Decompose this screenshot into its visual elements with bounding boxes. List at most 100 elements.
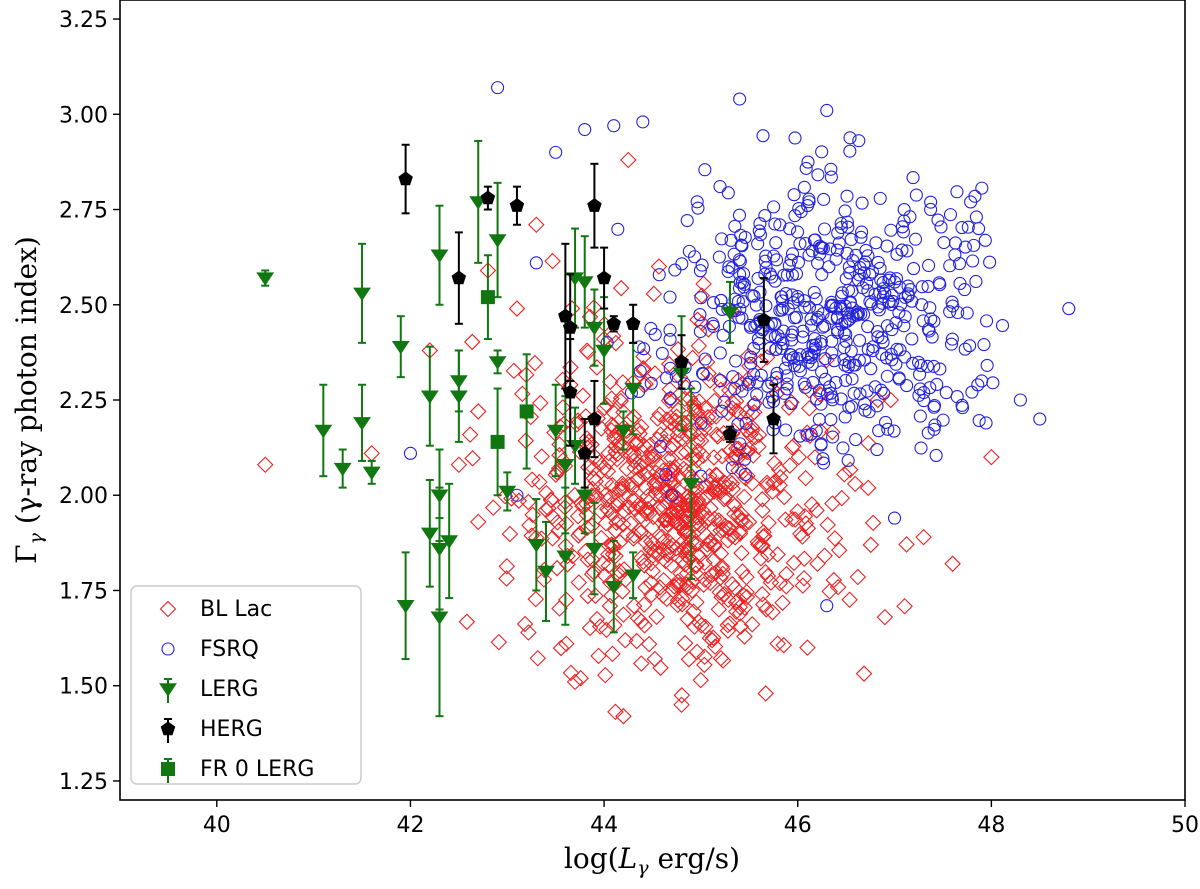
bl-lac-point: [716, 474, 734, 492]
fsrq-point: [759, 261, 773, 275]
fsrq-point: [945, 332, 959, 346]
bl-lac-point: [614, 374, 632, 391]
fsrq-point: [804, 348, 819, 362]
bl-lac-point: [662, 440, 679, 457]
fsrq-point: [901, 279, 915, 293]
fsrq-point: [806, 338, 820, 353]
bl-lac-point: [643, 586, 660, 604]
legend-marker-fr0-lerg: [161, 762, 175, 776]
fsrq-point: [873, 191, 887, 205]
bl-lac-point: [701, 574, 719, 592]
bl-lac-point: [698, 541, 715, 558]
bl-lac-point: [646, 650, 664, 668]
bl-lac-point: [734, 512, 751, 529]
bl-lac-point: [896, 597, 913, 615]
bl-lac-point: [654, 587, 672, 604]
bl-lac-point: [594, 554, 612, 572]
bl-lac-point: [498, 570, 515, 587]
fsrq-point: [814, 438, 828, 452]
bl-lac-point: [629, 610, 647, 627]
legend-label-fr0-lerg: FR 0 LERG: [200, 757, 314, 782]
bl-lac-point: [461, 426, 479, 443]
bl-lac-point: [703, 631, 721, 649]
fsrq-point: [665, 488, 679, 502]
fsrq-point: [901, 289, 915, 303]
herg-point: [480, 190, 496, 205]
fsrq-point: [811, 256, 825, 270]
bl-lac-point: [713, 589, 730, 606]
fsrq-point: [834, 302, 848, 316]
fsrq-point: [793, 348, 807, 362]
bl-lac-point: [696, 656, 713, 674]
bl-lac-point: [615, 606, 632, 623]
bl-lac-point: [601, 597, 619, 615]
fsrq-point: [869, 236, 883, 250]
lerg-point: [585, 542, 604, 557]
fsrq-point: [732, 253, 746, 267]
fsrq-point: [900, 379, 914, 393]
bl-lac-point: [697, 618, 714, 636]
bl-lac-point: [716, 517, 734, 535]
bl-lac-point: [587, 473, 604, 490]
bl-lac-point: [833, 489, 851, 507]
lerg-point: [420, 527, 439, 542]
fsrq-point: [769, 236, 783, 250]
bl-lac-point: [524, 506, 541, 524]
herg-point: [625, 316, 641, 330]
bl-lac-point: [552, 639, 570, 657]
bl-lac-point: [640, 635, 658, 653]
fsrq-point: [832, 236, 846, 250]
fsrq-point: [885, 353, 899, 367]
fsrq-point: [845, 372, 859, 386]
fsrq-point: [713, 374, 728, 388]
bl-lac-point: [490, 633, 508, 651]
bl-lac-point: [715, 521, 732, 538]
bl-lac-point: [836, 465, 853, 483]
fsrq-point: [825, 390, 839, 404]
lerg-point: [575, 276, 594, 290]
bl-lac-point: [659, 515, 676, 533]
fsrq-point: [835, 286, 849, 300]
bl-lac-point: [676, 556, 694, 573]
legend-marker-herg: [160, 721, 176, 736]
bl-lac-point: [777, 578, 795, 595]
fsrq-point: [758, 267, 772, 281]
fsrq-point: [852, 333, 867, 347]
fsrq-point: [659, 371, 674, 385]
bl-lac-point: [784, 510, 801, 528]
bl-lac-point: [646, 365, 664, 382]
fsrq-point: [873, 286, 887, 300]
bl-lac-point: [771, 461, 788, 478]
fsrq-point: [796, 324, 810, 338]
bl-lac-point: [741, 426, 759, 443]
fsrq-point: [843, 131, 857, 145]
lerg-point: [430, 611, 449, 625]
bl-lac-point: [588, 359, 606, 376]
fsrq-point: [837, 353, 851, 367]
fsrq-point: [695, 258, 709, 272]
bl-lac-point: [640, 493, 658, 511]
fsrq-point: [682, 244, 696, 258]
bl-lac-point: [548, 463, 566, 481]
fsrq-point: [971, 378, 985, 392]
fsrq-point: [914, 441, 928, 455]
bl-lac-point: [692, 671, 709, 689]
bl-lac-point: [596, 666, 614, 684]
bl-lac-point: [794, 528, 811, 545]
bl-lac-point: [574, 387, 592, 404]
bl-lac-point: [676, 390, 694, 408]
fsrq-point: [876, 276, 890, 290]
fsrq-point: [802, 192, 816, 206]
bl-lac-point: [713, 558, 731, 575]
fsrq-point: [930, 377, 944, 392]
fsrq-point: [929, 448, 943, 462]
bl-lac-point: [673, 444, 690, 462]
fsrq-point: [794, 205, 808, 219]
bl-lac-point: [616, 631, 634, 649]
bl-lac-point: [662, 414, 679, 432]
bl-lac-point: [898, 536, 915, 553]
bl-lac-point: [578, 430, 596, 447]
fsrq-point: [842, 400, 856, 414]
bl-lac-point: [691, 547, 708, 565]
bl-lac-point: [629, 471, 646, 488]
